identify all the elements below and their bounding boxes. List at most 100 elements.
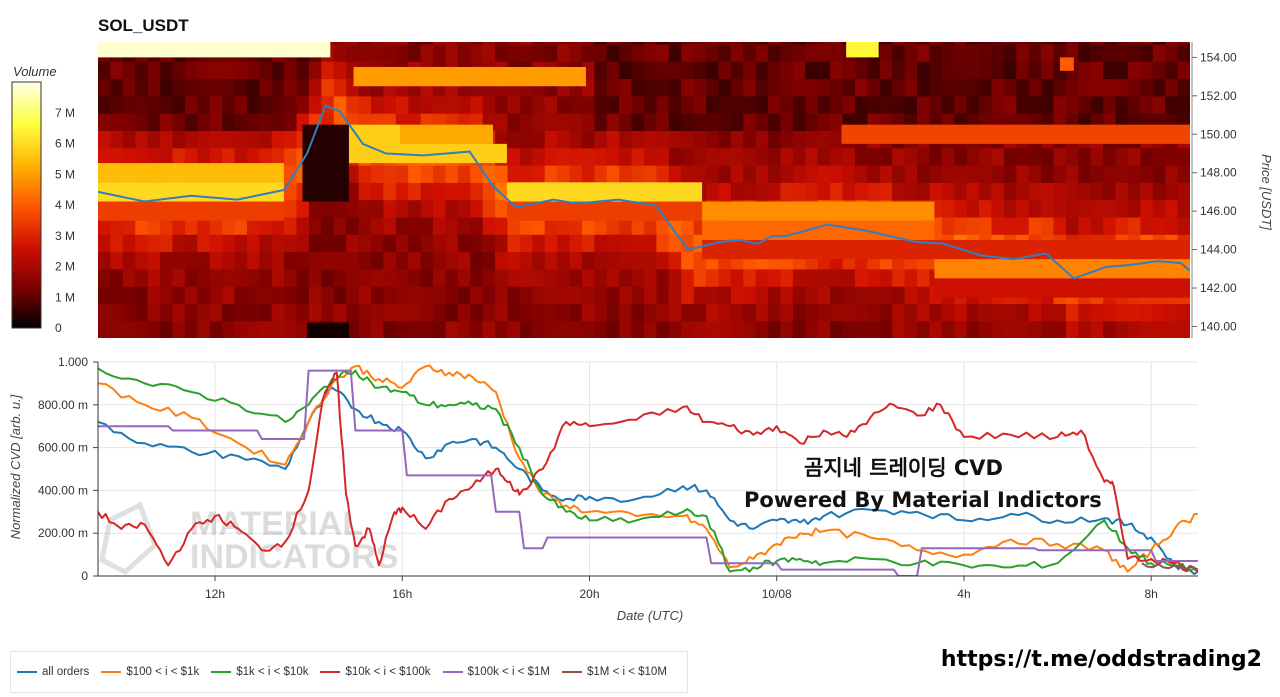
heatmap-cell <box>420 268 434 287</box>
heatmap-cell <box>991 165 1005 183</box>
heatmap-cell <box>594 78 608 97</box>
heatmap-cell <box>718 268 732 287</box>
heatmap-cell <box>644 130 658 149</box>
heatmap-cell <box>172 303 186 322</box>
heatmap-cell <box>445 216 459 235</box>
legend-item[interactable]: $100 < i < $1k <box>101 666 199 678</box>
cvd-series-line <box>98 386 1198 575</box>
heatmap-cell <box>606 234 620 253</box>
heatmap-cell <box>1003 78 1017 97</box>
heatmap-cell <box>656 303 670 322</box>
heatmap-cell <box>581 147 595 166</box>
heatmap-cell <box>557 130 571 149</box>
heatmap-cell <box>569 147 583 166</box>
heatmap-cell <box>718 78 732 97</box>
heatmap-cell <box>681 234 695 253</box>
legend-item[interactable]: $1M < i < $10M <box>562 666 667 678</box>
legend-item[interactable]: $1k < i < $10k <box>211 666 308 678</box>
heatmap-cell <box>197 42 211 45</box>
heatmap-cell <box>904 147 918 166</box>
legend-item[interactable]: all orders <box>17 666 89 678</box>
heatmap-cell <box>842 78 856 97</box>
heatmap-cell <box>619 286 633 305</box>
heatmap-cell <box>1065 43 1079 62</box>
heatmap-cell <box>1028 182 1042 201</box>
chart-title: SOL_USDT <box>98 16 189 35</box>
heatmap-cell <box>147 303 161 322</box>
legend-label: $100 < i < $1k <box>126 666 200 678</box>
heatmap-cell <box>656 42 670 45</box>
heatmap-cell <box>333 251 347 270</box>
heatmap-cell <box>1003 95 1017 114</box>
heatmap-cell <box>495 95 509 114</box>
heatmap-cell <box>445 303 459 322</box>
heatmap-cell <box>693 268 707 287</box>
heatmap-cell <box>433 95 447 114</box>
heatmap-cell <box>184 268 198 287</box>
heatmap-cell <box>1152 165 1166 183</box>
heatmap-cell <box>644 147 658 166</box>
heatmap-cell <box>1016 199 1030 218</box>
heatmap-cell <box>1165 78 1179 97</box>
heatmap-cell <box>594 320 608 338</box>
heatmap-cell <box>755 286 769 305</box>
heatmap-cell <box>755 113 769 132</box>
heatmap-cell <box>1115 182 1129 201</box>
heatmap-cell <box>979 42 993 45</box>
heatmap-cell <box>631 216 645 235</box>
heatmap-cell <box>296 320 310 338</box>
heatmap-cell <box>693 113 707 132</box>
heatmap-cell <box>1078 42 1092 45</box>
watermark-line-2: Powered By Material Indictors <box>744 488 1102 512</box>
heatmap-cell <box>135 95 149 114</box>
heatmap-cell <box>929 61 943 80</box>
heatmap-cell <box>892 320 906 338</box>
heatmap-cell <box>1165 42 1179 45</box>
heatmap-cell <box>941 78 955 97</box>
heatmap-cell <box>308 95 322 114</box>
heatmap-cell <box>395 268 409 287</box>
heatmap-cell <box>160 216 174 235</box>
heatmap-cell <box>743 130 757 149</box>
heatmap-cell <box>656 286 670 305</box>
heatmap-cell <box>730 303 744 322</box>
heatmap-cell <box>519 130 533 149</box>
heatmap-cell <box>557 216 571 235</box>
heatmap-cell <box>606 95 620 114</box>
heatmap-cell <box>457 199 471 218</box>
heatmap-cell <box>222 251 236 270</box>
heatmap-cell <box>966 61 980 80</box>
heatmap-cell <box>780 78 794 97</box>
heatmap-cell <box>854 61 868 80</box>
heatmap-cell <box>259 303 273 322</box>
heatmap-level-block <box>1059 57 1074 71</box>
heatmap-cell <box>594 303 608 322</box>
heatmap-cell <box>581 320 595 338</box>
heatmap-cell <box>780 130 794 149</box>
heatmap-cell <box>1041 165 1055 183</box>
heatmap-cell <box>544 95 558 114</box>
heatmap-cell <box>197 216 211 235</box>
heatmap-cell <box>668 234 682 253</box>
heatmap-cell <box>619 78 633 97</box>
heatmap-cell <box>259 147 273 166</box>
legend-item[interactable]: $100k < i < $1M <box>442 666 550 678</box>
heatmap-cell <box>259 61 273 80</box>
heatmap-cell <box>408 199 422 218</box>
heatmap-cell <box>160 303 174 322</box>
heatmap-cell <box>941 182 955 201</box>
telegram-link[interactable]: https://t.me/oddstrading2 <box>940 647 1262 672</box>
heatmap-cell <box>1028 61 1042 80</box>
heatmap-cell <box>768 268 782 287</box>
heatmap-cell <box>594 95 608 114</box>
heatmap-cell <box>594 130 608 149</box>
heatmap-cell <box>383 234 397 253</box>
heatmap-cell <box>817 95 831 114</box>
heatmap-cell <box>979 147 993 166</box>
heatmap-cell <box>867 147 881 166</box>
legend-item[interactable]: $10k < i < $100k <box>320 666 431 678</box>
heatmap-cell <box>160 130 174 149</box>
heatmap-cell <box>817 147 831 166</box>
heatmap-cell <box>333 286 347 305</box>
